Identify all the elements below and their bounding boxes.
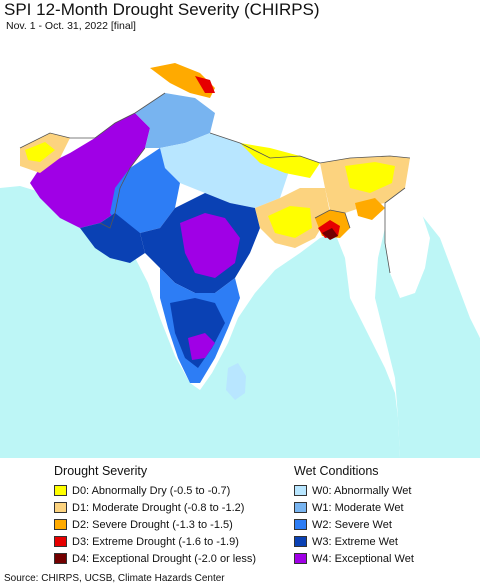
region-kashmir-dry: [150, 63, 215, 98]
region-east-d0: [268, 206, 312, 238]
legend-label-w3: W3: Extreme Wet: [312, 535, 398, 548]
swatch-w0: [294, 485, 307, 496]
region-myanmar: [385, 188, 430, 298]
legend-item-d0: D0: Abnormally Dry (-0.5 to -0.7): [54, 482, 256, 499]
legend-item-w3: W3: Extreme Wet: [294, 533, 414, 550]
land-west: [0, 38, 120, 158]
region-south-w4: [188, 333, 215, 360]
region-central-w4: [180, 213, 240, 278]
drought-legend-title: Drought Severity: [54, 464, 148, 478]
legend-label-w1: W1: Moderate Wet: [312, 501, 404, 514]
legend-item-d1: D1: Moderate Drought (-0.8 to -1.2): [54, 499, 256, 516]
wet-legend-title: Wet Conditions: [294, 464, 379, 478]
region-gujarat: [80, 213, 145, 263]
swatch-d0: [54, 485, 67, 496]
swatch-w4: [294, 553, 307, 564]
drought-legend: D0: Abnormally Dry (-0.5 to -0.7) D1: Mo…: [54, 482, 256, 567]
legend-label-d1: D1: Moderate Drought (-0.8 to -1.2): [72, 501, 245, 514]
swatch-d3: [54, 536, 67, 547]
region-pakistan: [30, 113, 150, 228]
region-afghanistan-d0: [25, 142, 55, 162]
land-east: [405, 148, 480, 338]
map-subtitle: Nov. 1 - Oct. 31, 2022 [final]: [6, 20, 136, 32]
legend-item-w0: W0: Abnormally Wet: [294, 482, 414, 499]
legend-label-d4: D4: Exceptional Drought (-2.0 or less): [72, 552, 257, 565]
swatch-d1: [54, 502, 67, 513]
region-northeast-d2: [355, 198, 385, 220]
drought-map: [0, 38, 480, 458]
country-borders: [19, 92, 411, 274]
legend-item-d3: D3: Extreme Drought (-1.6 to -1.9): [54, 533, 256, 550]
wet-legend: W0: Abnormally Wet W1: Moderate Wet W2: …: [294, 482, 414, 567]
land-north: [120, 38, 480, 158]
legend-item-d4: D4: Exceptional Drought (-2.0 or less): [54, 550, 256, 567]
region-bengal-d4: [322, 228, 338, 240]
legend-item-w1: W1: Moderate Wet: [294, 499, 414, 516]
swatch-d2: [54, 519, 67, 530]
region-nepal-d0: [240, 143, 320, 178]
legend-label-w4: W4: Exceptional Wet: [312, 552, 414, 565]
region-india-northwest: [110, 148, 180, 233]
legend-label-w0: W0: Abnormally Wet: [312, 484, 412, 497]
legend-item-d2: D2: Severe Drought (-1.3 to -1.5): [54, 516, 256, 533]
region-kashmir-d3: [195, 76, 215, 93]
legend-label-d2: D2: Severe Drought (-1.3 to -1.5): [72, 518, 233, 531]
swatch-w3: [294, 536, 307, 547]
legend-item-w2: W2: Severe Wet: [294, 516, 414, 533]
swatch-w2: [294, 519, 307, 530]
legend-label-d3: D3: Extreme Drought (-1.6 to -1.9): [72, 535, 239, 548]
region-south-w3: [170, 298, 225, 368]
region-sri-lanka: [226, 363, 246, 400]
legend-item-w4: W4: Exceptional Wet: [294, 550, 414, 567]
map-title: SPI 12-Month Drought Severity (CHIRPS): [4, 0, 320, 19]
legend-label-d0: D0: Abnormally Dry (-0.5 to -0.7): [72, 484, 231, 497]
swatch-d4: [54, 553, 67, 564]
region-northeast-d0: [345, 162, 395, 193]
ocean: [0, 186, 400, 458]
region-north-wet: [135, 93, 215, 148]
legend-label-w2: W2: Severe Wet: [312, 518, 392, 531]
swatch-w1: [294, 502, 307, 513]
source-credit: Source: CHIRPS, UCSB, Climate Hazards Ce…: [4, 573, 225, 584]
